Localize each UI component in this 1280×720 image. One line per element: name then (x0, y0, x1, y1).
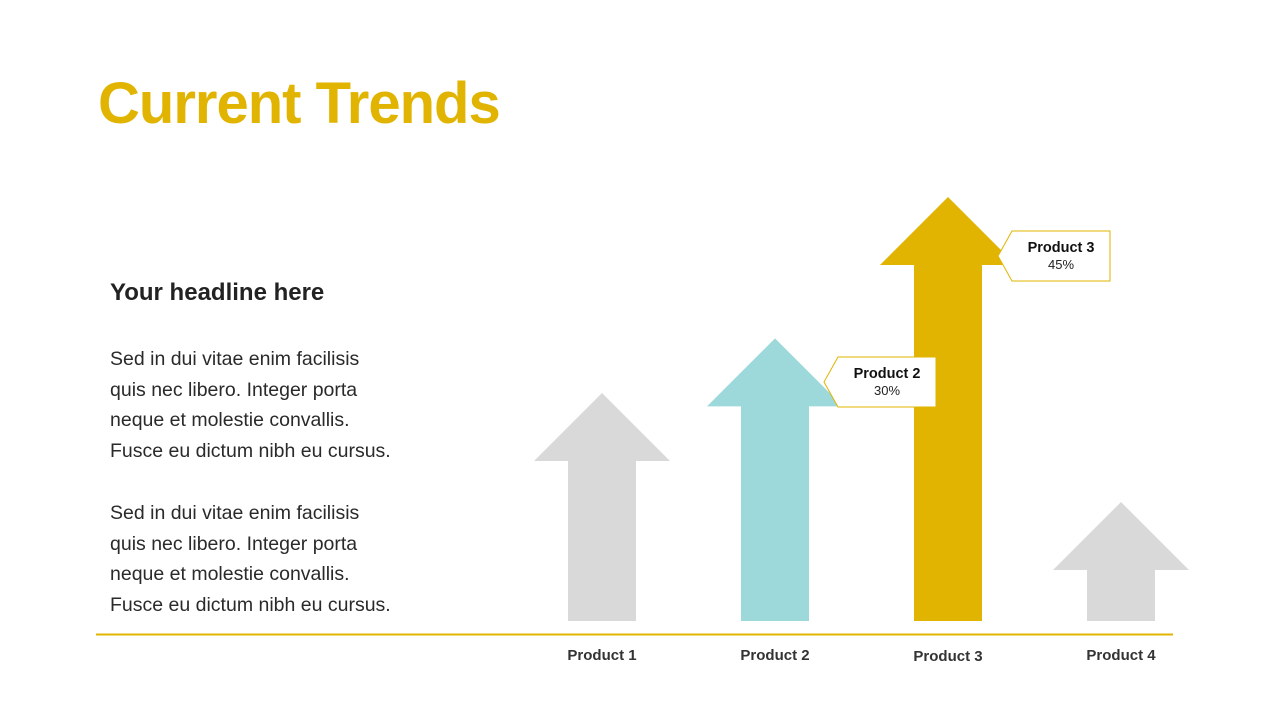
body-paragraph-2: Sed in dui vitae enim facilisis quis nec… (110, 498, 450, 621)
paragraph-line: neque et molestie convallis. (110, 563, 350, 586)
callout-name: Product 2 (854, 366, 921, 382)
paragraph-line: Fusce eu dictum nibh eu cursus. (110, 594, 391, 617)
category-label: Product 2 (740, 647, 809, 664)
paragraph-line: Fusce eu dictum nibh eu cursus. (110, 440, 391, 463)
body-paragraph-1: Sed in dui vitae enim facilisis quis nec… (110, 344, 450, 467)
category-label: Product 3 (913, 648, 982, 665)
category-label: Product 4 (1086, 647, 1156, 664)
paragraph-line: Sed in dui vitae enim facilisis (110, 348, 360, 370)
headline: Your headline here (110, 279, 325, 306)
callout-tag (823, 356, 937, 408)
arrow-bar-4 (1053, 502, 1189, 621)
callout-value: 45% (1048, 257, 1074, 272)
arrow-bar-3 (880, 197, 1016, 621)
arrow-bar-1 (534, 393, 670, 621)
paragraph-line: Sed in dui vitae enim facilisis (110, 502, 360, 524)
callout-tag (997, 230, 1111, 282)
slide-title: Current Trends (98, 71, 501, 136)
paragraph-line: quis nec libero. Integer porta (110, 532, 358, 555)
callout-name: Product 3 (1028, 240, 1095, 256)
callout-value: 30% (874, 383, 900, 398)
category-label: Product 1 (567, 647, 636, 664)
arrow-bar-2 (707, 338, 843, 621)
paragraph-line: quis nec libero. Integer porta (110, 378, 358, 401)
paragraph-line: neque et molestie convallis. (110, 409, 350, 432)
